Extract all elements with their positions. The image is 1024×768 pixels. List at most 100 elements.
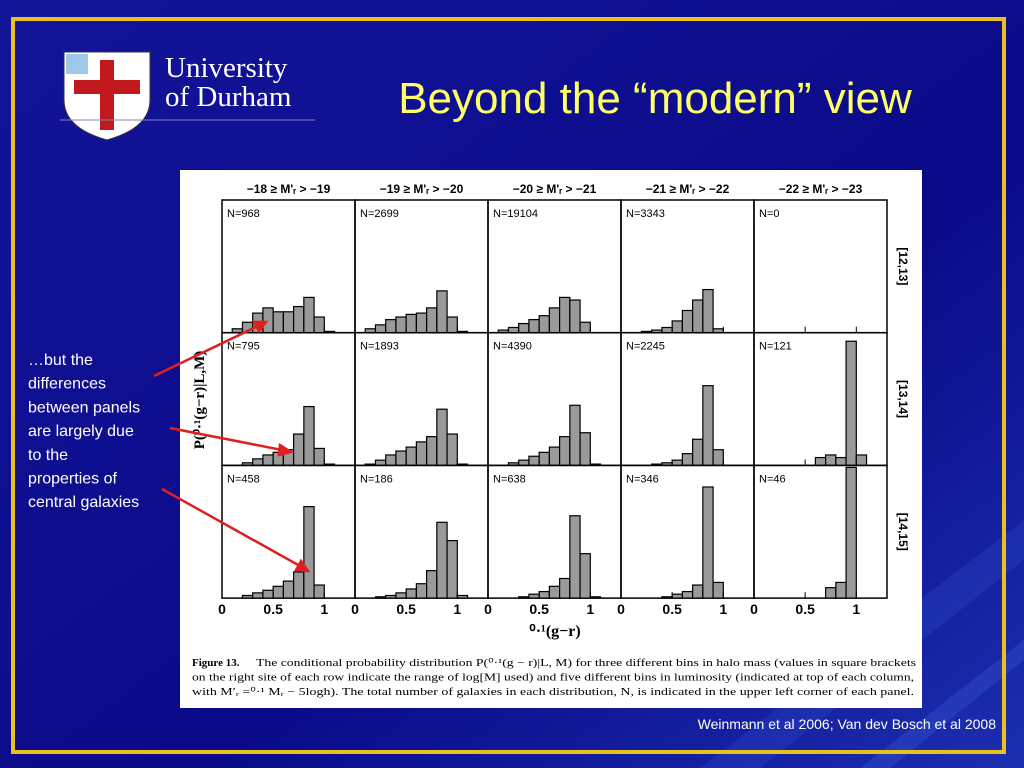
histogram-bar — [569, 404, 581, 467]
histogram-bar — [456, 594, 469, 599]
histogram-bar — [825, 587, 837, 599]
histogram-bar — [712, 581, 724, 599]
bullet-text: …but the differences between panels are lar… — [28, 352, 140, 511]
histogram-bar — [405, 313, 417, 334]
x-tick-label: 1 — [719, 601, 727, 617]
histogram-bar — [303, 296, 315, 334]
histogram-bar — [426, 570, 438, 599]
histogram-bar — [835, 456, 847, 467]
histogram-bar — [825, 454, 837, 467]
histogram-bar — [845, 466, 857, 599]
histogram-bar — [528, 319, 540, 334]
x-tick-label: 1 — [586, 601, 594, 617]
histogram-bar — [385, 319, 397, 334]
histogram-bar — [671, 320, 683, 334]
histogram-bar — [262, 307, 274, 334]
x-tick-label: 0 — [218, 601, 226, 617]
column-label: −21 ≥ M'ᵣ > −22 — [646, 182, 730, 196]
histogram-bar — [252, 592, 264, 599]
caption-line: on the right site of each row indicate t… — [192, 672, 914, 684]
histogram-bar — [272, 311, 284, 334]
bullet-line: to the — [28, 447, 68, 464]
histogram-bar — [579, 432, 591, 467]
histogram-bar — [681, 453, 694, 466]
x-tick-label: 0.5 — [396, 601, 416, 617]
streak — [860, 640, 1024, 768]
y-axis-label: P(⁰·¹(g−r)|L,M) — [192, 351, 208, 450]
panel-label: N=186 — [360, 473, 393, 485]
histogram-bar — [548, 307, 561, 334]
panel-label: N=968 — [227, 208, 260, 220]
x-tick-label: 0.5 — [795, 601, 815, 617]
logo — [60, 51, 315, 141]
histogram-bar — [692, 299, 704, 334]
histogram-bar — [374, 596, 387, 599]
histogram-bar — [702, 486, 714, 599]
histogram-bar — [569, 515, 581, 599]
histogram-bar — [579, 321, 591, 334]
bullet-line: differences — [28, 376, 106, 393]
histogram-bar — [681, 590, 694, 599]
histogram-bar — [272, 585, 284, 599]
histogram-bar — [293, 433, 305, 467]
logo-text: of Durham — [165, 81, 292, 113]
panel-label: N=4390 — [493, 341, 532, 353]
panel-label: N=346 — [626, 473, 659, 485]
histogram-bar — [814, 456, 827, 467]
histogram-bar — [518, 596, 530, 599]
histogram-bar — [303, 405, 315, 466]
histogram-bar — [374, 324, 387, 334]
panel-label: N=0 — [759, 208, 780, 220]
arrows — [153, 320, 311, 573]
histogram-bar — [313, 316, 325, 334]
row-label: [14,15] — [896, 513, 910, 551]
histogram-bar — [415, 583, 428, 599]
histogram-bar — [661, 326, 673, 334]
panel-label: N=2245 — [626, 341, 665, 353]
panel-label: N=3343 — [626, 208, 665, 220]
caption-line: with M′ᵣ =⁰·¹ Mᵣ − 5logh). The total num… — [192, 686, 914, 698]
histogram-bar — [855, 454, 868, 467]
histogram-bar — [702, 288, 714, 334]
histogram-bar — [712, 449, 724, 467]
bullet-line: between panels — [28, 399, 140, 416]
histogram-bar — [671, 459, 683, 466]
histogram-bar — [446, 539, 458, 599]
histogram-bar — [282, 311, 295, 334]
histogram-bar — [835, 581, 847, 599]
histogram-bar — [262, 589, 274, 599]
histogram-bar — [395, 592, 407, 599]
histogram-bar — [548, 446, 561, 466]
histogram-bar — [538, 315, 550, 334]
bullet-line: central galaxies — [28, 494, 139, 511]
x-axis-label: ⁰·¹(g−r) — [529, 623, 580, 640]
logo-text: University — [165, 52, 288, 84]
panel-label: N=795 — [227, 341, 260, 353]
bullet-line: properties of — [28, 471, 117, 488]
panel-label: N=1893 — [360, 341, 399, 353]
histogram-bar — [446, 433, 458, 467]
histogram-bar — [528, 455, 540, 467]
histogram-bar — [507, 326, 520, 334]
panel-label: N=2699 — [360, 208, 399, 220]
histogram-bar — [661, 596, 673, 599]
histogram-bar — [559, 577, 571, 599]
slide-title: Beyond the “modern” view — [398, 74, 912, 123]
histogram-bar — [548, 585, 561, 599]
histogram-bar — [415, 312, 428, 334]
histogram-bar — [692, 584, 704, 599]
histogram-bar — [692, 438, 704, 467]
column-label: −19 ≥ M'ᵣ > −20 — [380, 182, 464, 196]
panel-label: N=19104 — [493, 208, 538, 220]
column-label: −20 ≥ M'ᵣ > −21 — [513, 182, 597, 196]
histogram-bar — [293, 305, 305, 334]
histogram-bar — [681, 309, 694, 334]
caption-label: Figure 13. — [192, 657, 240, 669]
histogram-bar — [569, 299, 581, 334]
histogram-bar — [313, 584, 325, 599]
histogram-bar — [282, 580, 295, 599]
x-tick-label: 1 — [453, 601, 461, 617]
x-tick-label: 0 — [484, 601, 492, 617]
histogram-bar — [436, 521, 448, 599]
